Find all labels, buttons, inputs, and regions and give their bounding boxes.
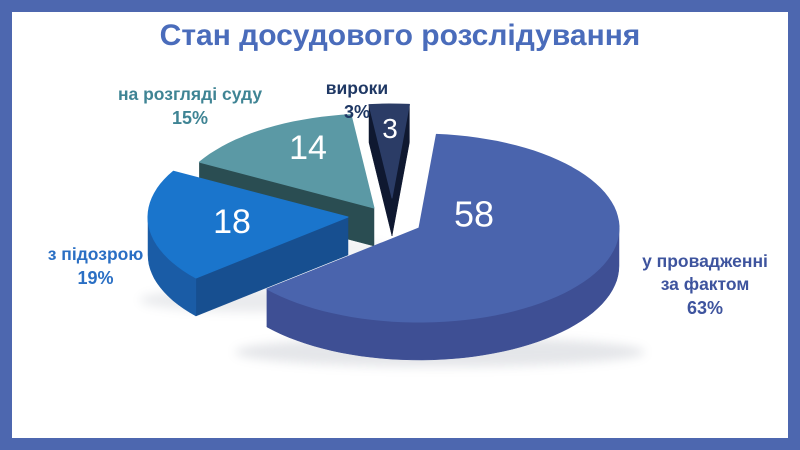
slice-top-face (368, 103, 410, 199)
slice-percent: 15% (171, 108, 209, 129)
pie-slice-3: 3 (368, 103, 410, 237)
pie-chart-3d: 3 14 18 58 (140, 103, 645, 367)
pie-slice-0: 58 (266, 133, 620, 361)
slice-label: з підозрою (47, 244, 144, 264)
callout-u-provadzhenni-za-faktom: у провадженні за фактом 63% (638, 250, 772, 321)
slice-label: у провадженні за фактом (642, 251, 768, 295)
slice-value-label: 58 (454, 194, 494, 235)
slice-value-label: 18 (213, 203, 251, 241)
pie-slice-1: 18 (147, 170, 349, 317)
slice-top-face (147, 170, 349, 279)
callout-na-rozghliadi-sudu: на розгляді суду 15% (95, 83, 285, 131)
chart-title: Стан досудового розслідування (159, 19, 641, 52)
slice-percent: 63% (686, 298, 724, 319)
slice-percent: 19% (77, 268, 114, 289)
slice-top-face (266, 133, 620, 323)
slice-label: на розгляді суду (117, 84, 263, 104)
slice-label: вироки (325, 78, 389, 98)
slice-top-face (198, 114, 375, 209)
slice-percent: 3% (343, 102, 370, 123)
slice-value-label: 3 (382, 113, 398, 144)
callout-z-pidozroiu: з підозрою 19% (18, 243, 173, 291)
callout-vyroky: вироки 3% (303, 77, 411, 125)
slice-value-label: 14 (289, 129, 327, 167)
